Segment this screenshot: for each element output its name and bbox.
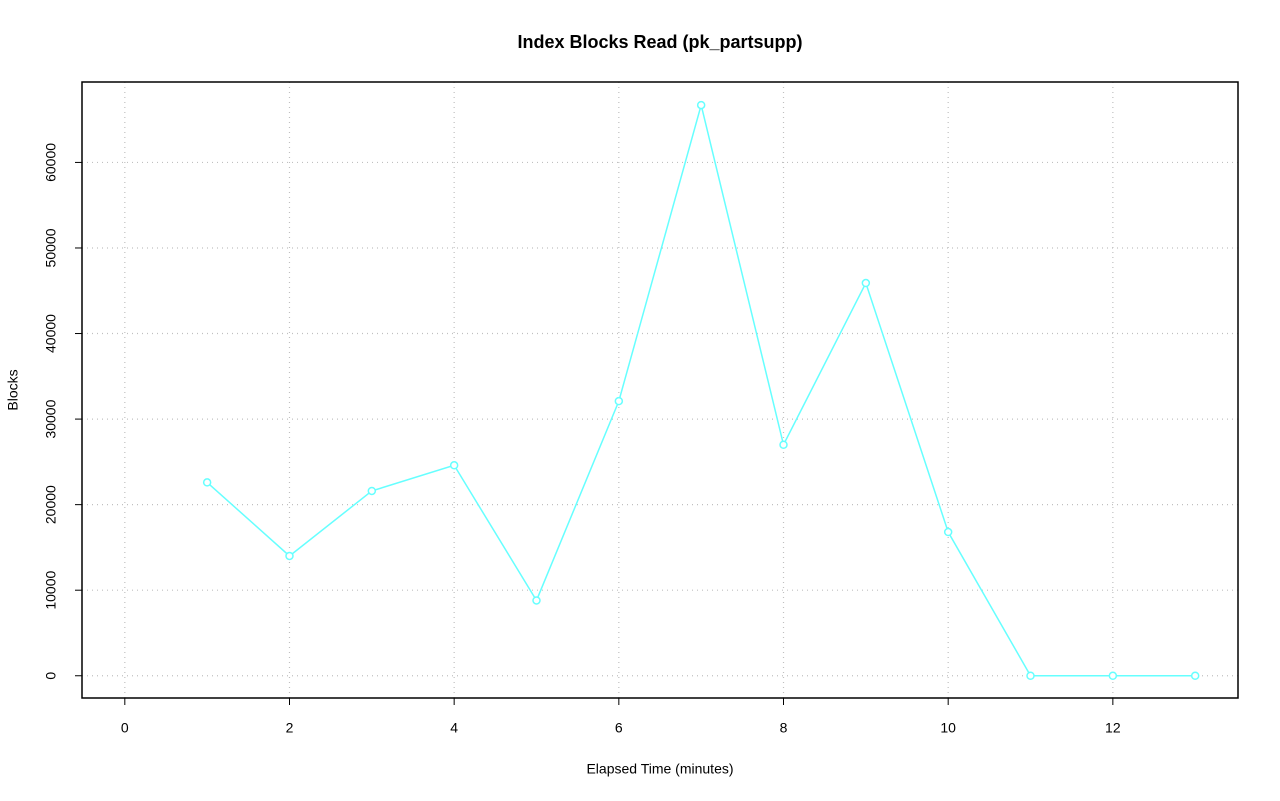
y-tick-label: 0 xyxy=(43,672,59,680)
data-point xyxy=(532,596,541,605)
data-point xyxy=(285,551,294,561)
x-tick-label: 12 xyxy=(1105,720,1121,736)
chart-title: Index Blocks Read (pk_partsupp) xyxy=(517,32,802,52)
data-point xyxy=(614,396,624,406)
data-point xyxy=(779,440,788,450)
data-point xyxy=(202,478,212,487)
y-tick-label: 30000 xyxy=(43,399,59,438)
data-point xyxy=(1108,671,1118,681)
x-tick-label: 4 xyxy=(450,720,458,736)
data-point xyxy=(367,486,377,496)
x-tick-label: 2 xyxy=(286,720,294,736)
plot-frame xyxy=(81,81,1239,699)
series-line xyxy=(206,102,1196,677)
x-tick-label: 6 xyxy=(615,720,623,736)
x-tick-label: 0 xyxy=(121,720,129,736)
y-tick-label: 10000 xyxy=(43,571,59,610)
x-axis-label: Elapsed Time (minutes) xyxy=(586,761,733,777)
data-point xyxy=(1190,671,1200,681)
x-tick-label: 10 xyxy=(940,720,956,736)
data-point xyxy=(696,100,706,110)
data-point xyxy=(861,278,871,288)
y-tick-label: 50000 xyxy=(43,228,59,267)
data-point xyxy=(1026,671,1035,681)
y-axis-label: Blocks xyxy=(5,369,21,410)
y-tick-label: 60000 xyxy=(43,143,59,182)
data-point xyxy=(449,461,459,470)
data-point xyxy=(943,527,953,537)
y-tick-label: 20000 xyxy=(43,485,59,524)
y-tick-label: 40000 xyxy=(43,314,59,353)
x-tick-label: 8 xyxy=(780,720,788,736)
